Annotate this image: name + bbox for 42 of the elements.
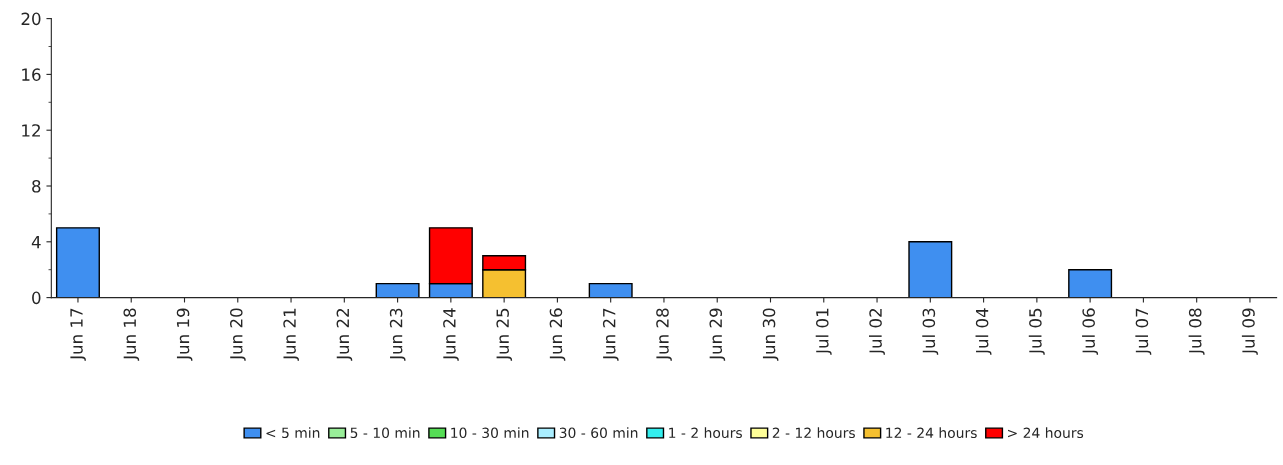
x-tick-label: Jul 05 bbox=[1028, 308, 1045, 355]
bar bbox=[588, 282, 633, 298]
x-tick-label: Jul 02 bbox=[868, 308, 885, 355]
x-tick-label: Jun 19 bbox=[176, 308, 193, 361]
legend-label: 12 - 24 hours bbox=[886, 427, 977, 439]
bar bbox=[908, 241, 953, 298]
legend-label: 1 - 2 hours bbox=[669, 427, 742, 439]
x-tick-label: Jul 06 bbox=[1082, 308, 1099, 355]
bar bbox=[375, 282, 420, 298]
x-tick-label: Jun 21 bbox=[283, 308, 299, 361]
x-tick-label: Jun 20 bbox=[230, 308, 246, 361]
y-tick-label: 8 bbox=[32, 179, 41, 193]
x-tick-label: Jun 17 bbox=[70, 308, 86, 361]
y-tick-label: 16 bbox=[22, 68, 41, 81]
bar bbox=[1068, 269, 1113, 298]
bar bbox=[55, 227, 100, 298]
x-tick-label: Jun 24 bbox=[443, 308, 459, 361]
x-tick-label: Jun 22 bbox=[336, 308, 353, 361]
x-tick-label: Jul 03 bbox=[922, 308, 939, 355]
legend-label: 2 - 12 hours bbox=[772, 427, 855, 439]
x-tick-label: Jul 09 bbox=[1241, 308, 1258, 355]
legend-label: < 5 min bbox=[266, 427, 320, 439]
legend-label: 5 - 10 min bbox=[350, 427, 420, 439]
x-tick-label: Jun 30 bbox=[762, 308, 779, 361]
y-tick-label: 0 bbox=[32, 291, 41, 305]
x-tick-label: Jul 04 bbox=[975, 308, 992, 355]
x-tick-label: Jun 18 bbox=[123, 308, 140, 361]
legend-label: 30 - 60 min bbox=[559, 427, 638, 439]
x-tick-label: Jun 29 bbox=[709, 308, 726, 361]
x-tick-label: Jun 28 bbox=[656, 308, 672, 361]
x-tick-label: Jun 23 bbox=[389, 308, 406, 361]
x-tick-label: Jul 07 bbox=[1135, 308, 1152, 355]
x-tick-label: Jun 26 bbox=[549, 308, 566, 361]
x-tick-label: Jun 25 bbox=[496, 308, 513, 361]
y-tick-label: 12 bbox=[22, 124, 40, 137]
x-tick-label: Jul 01 bbox=[815, 308, 832, 355]
x-tick-label: Jul 08 bbox=[1188, 308, 1205, 355]
legend-label: 10 - 30 min bbox=[451, 427, 529, 439]
x-tick-label: Jun 27 bbox=[602, 308, 619, 361]
legend-label: > 24 hours bbox=[1008, 427, 1084, 439]
y-tick-label: 4 bbox=[31, 235, 41, 249]
y-tick-label: 20 bbox=[21, 12, 41, 26]
